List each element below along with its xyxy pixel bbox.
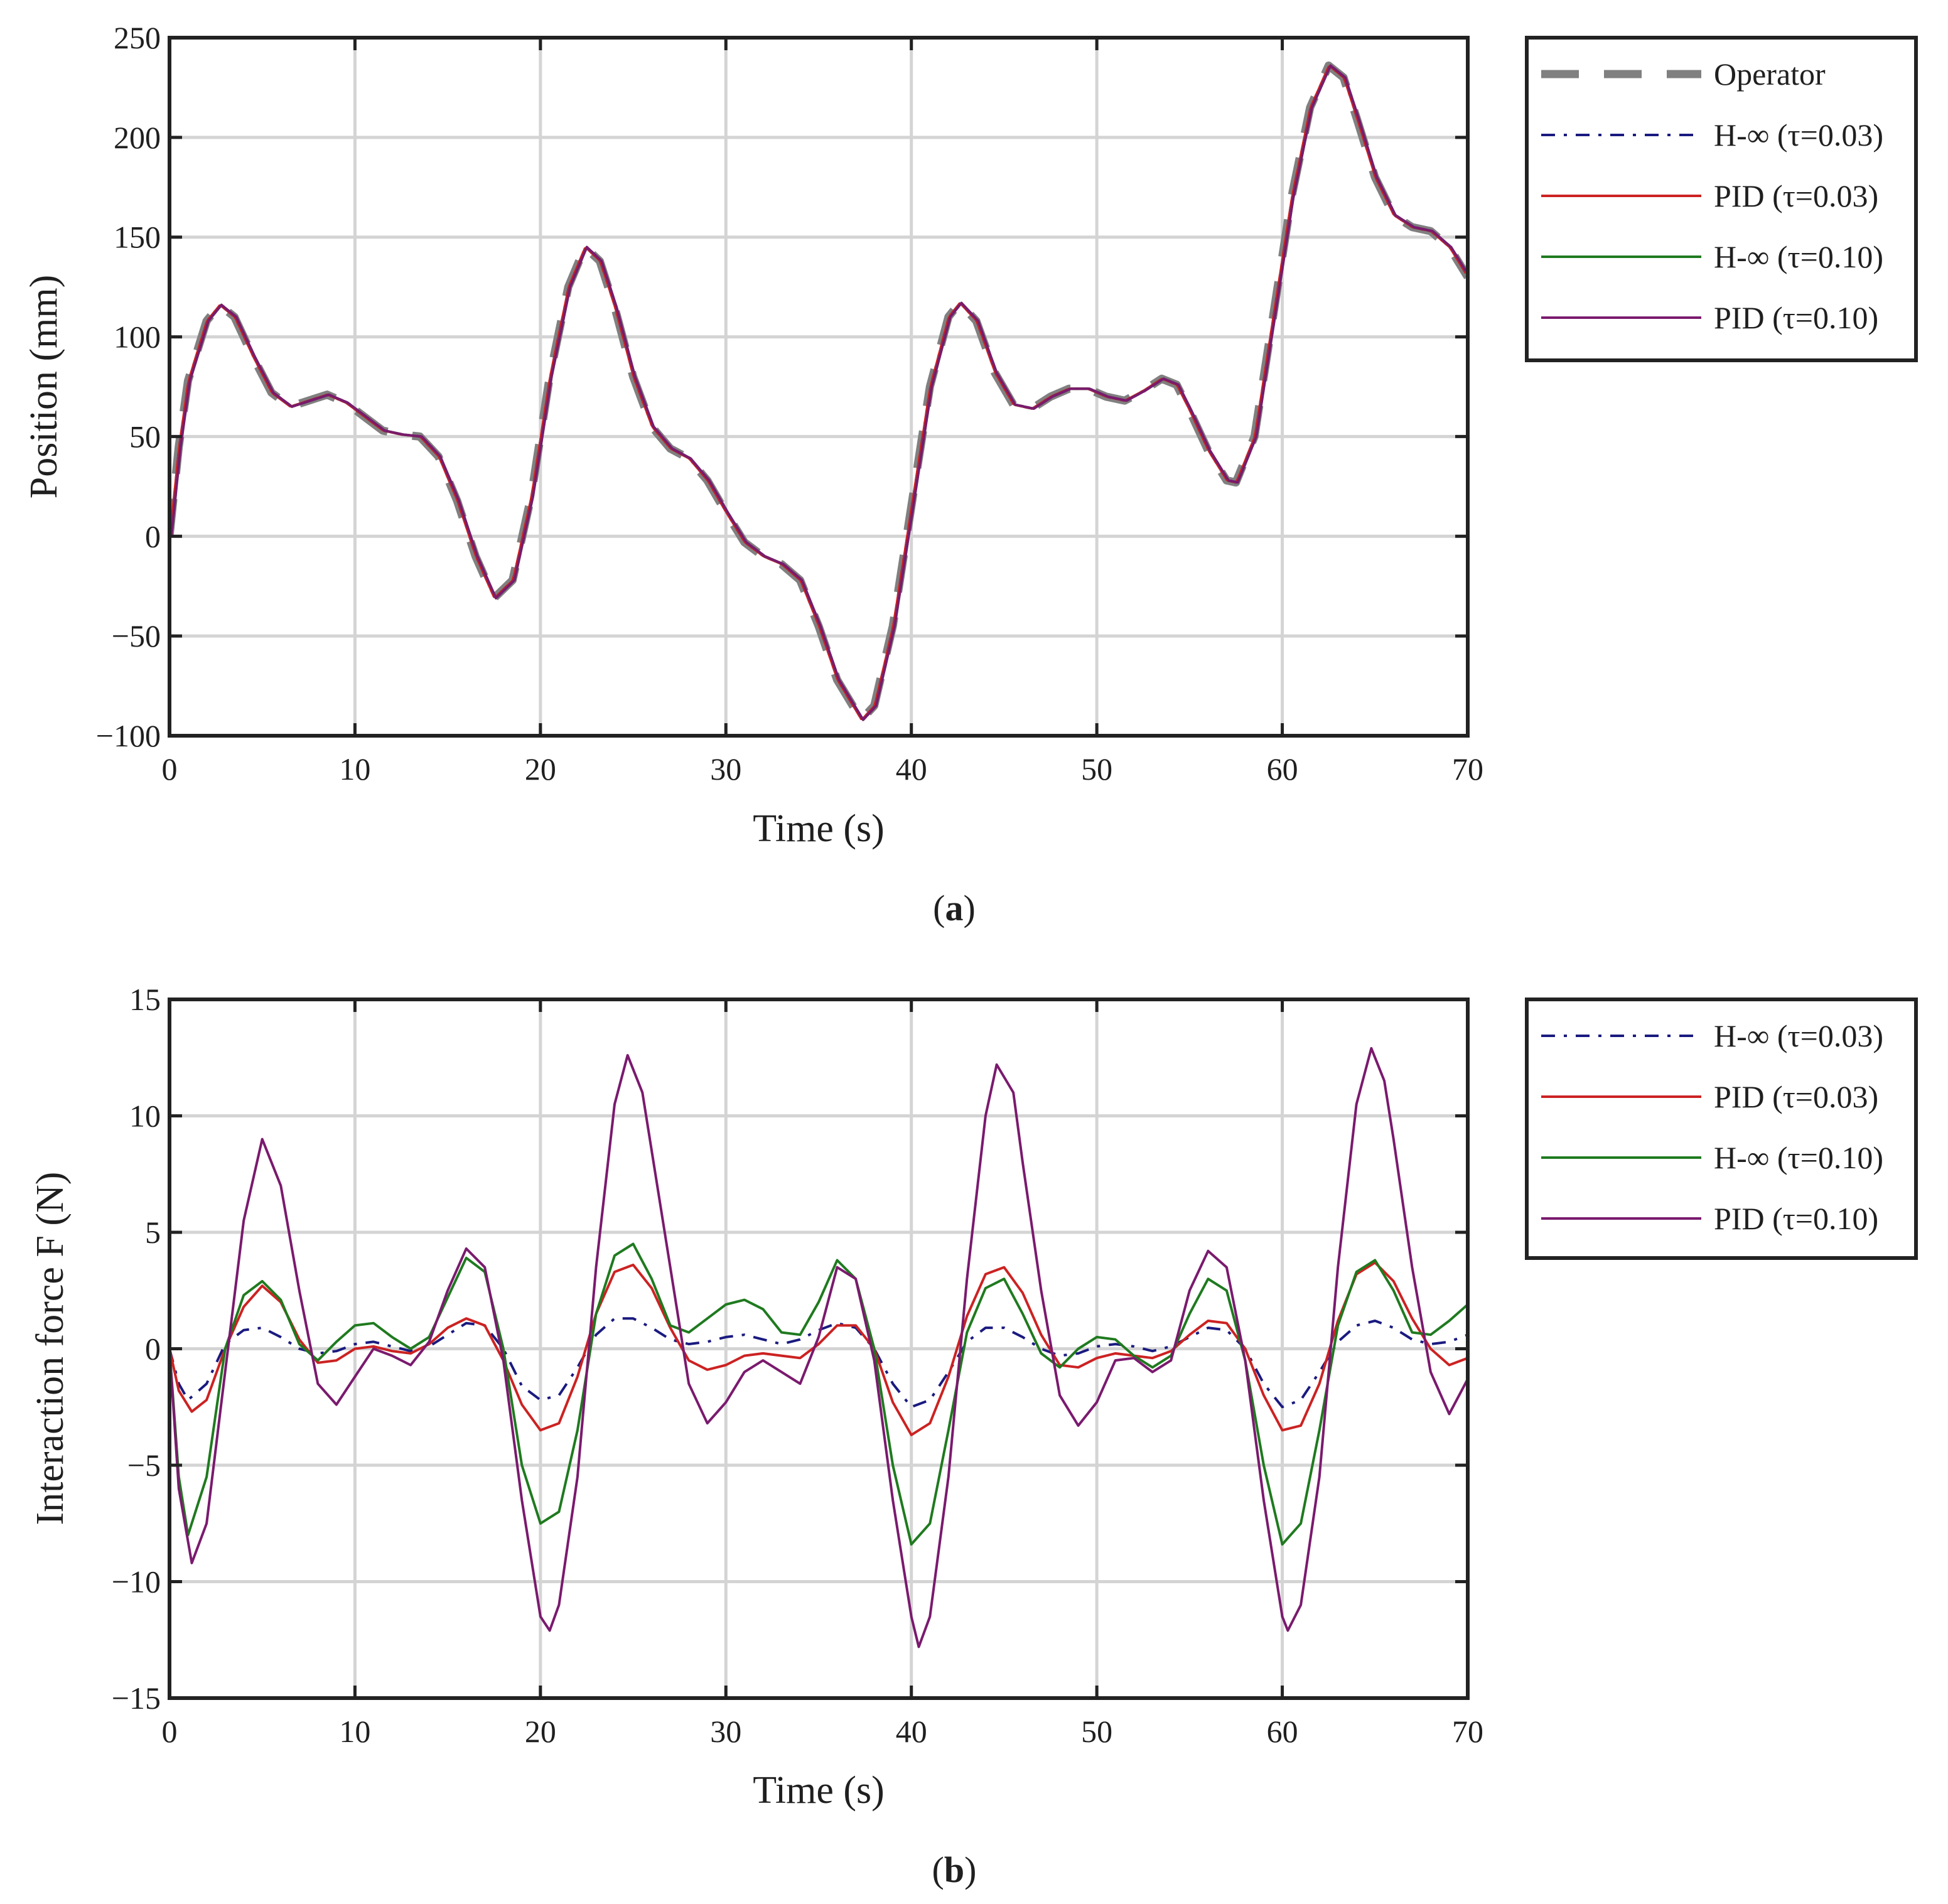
- legend-label: Operator: [1714, 56, 1826, 92]
- y-tick-label: −5: [127, 1448, 161, 1483]
- legend-box-a: [1525, 36, 1918, 362]
- plot-frame-a: [168, 36, 1470, 738]
- series-line-1: [170, 1261, 1468, 1436]
- y-tick-label: 0: [145, 1331, 161, 1367]
- x-tick-label: 30: [710, 751, 741, 787]
- y-tick-label: 250: [114, 20, 161, 55]
- x-tick-label: 0: [162, 1714, 178, 1749]
- series-line-3: [170, 1046, 1468, 1649]
- x-tick-label: 40: [896, 751, 927, 787]
- series-lines-a: [170, 62, 1468, 724]
- x-tick-label: 10: [339, 751, 370, 787]
- y-tick-label: 15: [129, 982, 161, 1017]
- series-line-0: [170, 1317, 1468, 1409]
- x-tick-label: 40: [896, 1714, 927, 1749]
- ticks-b: 0 10 20 30 40 50 60 70 −15 −10 −5 0 5 10 15: [112, 982, 1483, 1749]
- panel-b-force: 0 10 20 30 40 50 60 70 −15 −10 −5 0 5 10 15 Time (s) I…: [29, 982, 1918, 1890]
- legend-label: H-∞ (τ=0.03): [1714, 117, 1883, 153]
- y-tick-label: 150: [114, 220, 161, 255]
- panel-a-position: 0 10 20 30 40 50 60 70 −100 −50 0 50 100 150 200 250 Ti…: [23, 20, 1918, 928]
- grid-a: [170, 38, 1468, 736]
- y-axis-label-b: Interaction force F (N): [29, 1172, 72, 1525]
- series-lines-b: [170, 1046, 1468, 1649]
- y-tick-label: 100: [114, 320, 161, 355]
- x-tick-label: 20: [525, 751, 556, 787]
- y-tick-label: 50: [129, 419, 161, 454]
- y-axis-label-a: Position (mm): [23, 275, 65, 499]
- legend-box-b: [1525, 998, 1918, 1260]
- legend-label: H-∞ (τ=0.10): [1714, 239, 1883, 274]
- legend-b: H-∞ (τ=0.03) PID (τ=0.03) H-∞ (τ=0.10) PID …: [1525, 998, 1918, 1260]
- legend-label: H-∞ (τ=0.10): [1714, 1140, 1883, 1175]
- legend-a: Operator H-∞ (τ=0.03) PID (τ=0.03) H-∞ (τ=0…: [1525, 36, 1918, 362]
- panel-label-a: a: [945, 888, 964, 928]
- x-tick-label: 30: [710, 1714, 741, 1749]
- legend-label: H-∞ (τ=0.03): [1714, 1018, 1883, 1053]
- panel-caption-a: (a): [933, 888, 976, 928]
- x-tick-label: 60: [1267, 751, 1298, 787]
- y-tick-label: 5: [145, 1215, 161, 1250]
- x-tick-label: 10: [339, 1714, 370, 1749]
- x-axis-label-b: Time (s): [753, 1769, 885, 1812]
- x-tick-label: 0: [162, 751, 178, 787]
- panel-label-b: b: [944, 1849, 964, 1890]
- x-tick-label: 60: [1267, 1714, 1298, 1749]
- x-axis-label-a: Time (s): [753, 807, 885, 850]
- series-line-2: [170, 1242, 1468, 1546]
- x-tick-label: 70: [1452, 1714, 1483, 1749]
- y-tick-label: −50: [112, 618, 161, 653]
- legend-label: PID (τ=0.03): [1714, 1079, 1878, 1114]
- ticks-a: 0 10 20 30 40 50 60 70 −100 −50 0 50 100 150 200 250: [96, 20, 1483, 787]
- panel-caption-b: (b): [932, 1849, 977, 1890]
- legend-label: PID (τ=0.10): [1714, 300, 1878, 335]
- x-tick-label: 20: [525, 1714, 556, 1749]
- series-line-4: [170, 64, 1467, 721]
- y-tick-label: −10: [112, 1564, 161, 1600]
- x-tick-label: 70: [1452, 751, 1483, 787]
- x-tick-label: 50: [1081, 1714, 1112, 1749]
- y-tick-label: 0: [145, 519, 161, 554]
- x-tick-label: 50: [1081, 751, 1112, 787]
- y-tick-label: 10: [129, 1099, 161, 1134]
- legend-label: PID (τ=0.10): [1714, 1201, 1878, 1236]
- legend-label: PID (τ=0.03): [1714, 178, 1878, 213]
- y-tick-label: 200: [114, 120, 161, 155]
- y-tick-label: −15: [112, 1681, 161, 1716]
- y-tick-label: −100: [96, 718, 161, 753]
